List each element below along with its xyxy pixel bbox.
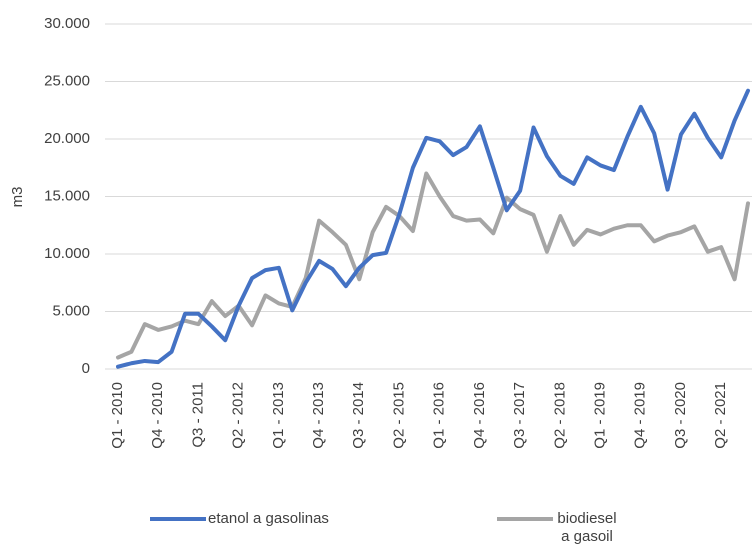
x-tick-label: Q3 - 2014	[350, 382, 367, 449]
y-tick-label: 25.000	[44, 72, 90, 89]
y-tick-label: 20.000	[44, 130, 90, 147]
y-tick-label: 0	[82, 360, 90, 377]
x-tick-label: Q1 - 2013	[270, 382, 287, 449]
x-tick-label: Q3 - 2017	[511, 382, 528, 449]
x-tick-label: Q4 - 2010	[149, 382, 166, 449]
x-tick-label: Q1 - 2019	[592, 382, 609, 449]
y-tick-label: 15.000	[44, 187, 90, 204]
series-line	[116, 88, 750, 369]
series-line	[116, 171, 750, 360]
x-tick-label: Q4 - 2016	[471, 382, 488, 449]
y-tick-label: 5.000	[52, 302, 90, 319]
x-tick-label: Q2 - 2015	[390, 382, 407, 449]
x-tick-label: Q1 - 2016	[431, 382, 448, 449]
y-tick-label: 10.000	[44, 245, 90, 262]
x-tick-label: Q3 - 2020	[672, 382, 689, 449]
x-tick-label: Q1 - 2010	[109, 382, 126, 449]
x-tick-label: Q4 - 2013	[310, 382, 327, 449]
x-tick-label: Q2 - 2021	[712, 382, 729, 449]
x-tick-label: Q2 - 2012	[230, 382, 247, 449]
x-tick-label: Q4 - 2019	[632, 382, 649, 449]
legend-label: etanol a gasolinas	[208, 510, 329, 527]
x-tick-label: Q2 - 2018	[551, 382, 568, 449]
x-tick-label: Q3 - 2011	[189, 382, 206, 448]
y-tick-label: 30.000	[44, 15, 90, 32]
legend-label: biodiesel a gasoil	[557, 510, 617, 545]
y-axis-label: m3	[9, 187, 26, 208]
